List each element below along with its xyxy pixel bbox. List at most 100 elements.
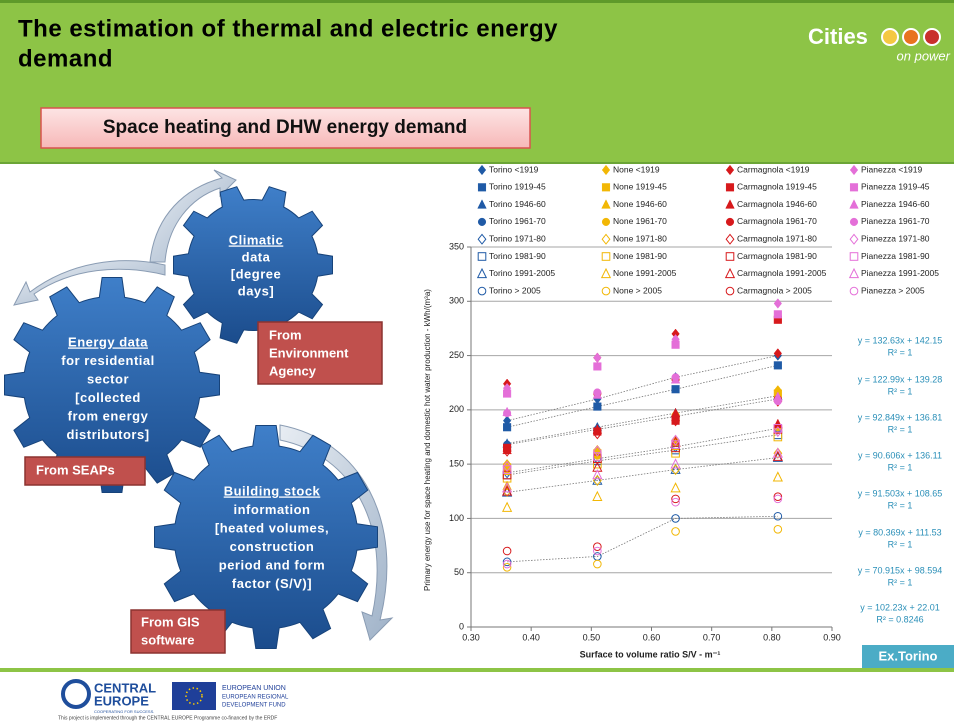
legend-marker (602, 234, 610, 244)
diagram-text: Climatic (229, 232, 284, 247)
point (503, 423, 511, 431)
point (774, 362, 782, 370)
point (672, 373, 680, 381)
point (594, 560, 602, 568)
diagram-text: for residential (61, 353, 154, 368)
legend-label: None 1971-80 (613, 233, 667, 243)
legend-marker (850, 253, 858, 261)
legend-label: Carmagnola 1981-90 (737, 251, 817, 261)
x-tick-label: 0.30 (462, 632, 480, 642)
trend-r2: R² = 1 (888, 539, 913, 549)
legend-marker (726, 218, 734, 226)
legend-marker (850, 234, 858, 244)
point (503, 547, 511, 555)
legend-marker (478, 269, 487, 278)
trend-r2: R² = 0.8246 (876, 614, 923, 624)
diagram-text: [heated volumes, (215, 520, 329, 535)
legend-label: Carmagnola 1971-80 (737, 233, 817, 243)
trendline (507, 399, 778, 445)
legend-label: Torino 1981-90 (489, 251, 546, 261)
legend-label: None <1919 (613, 164, 660, 174)
legend-marker (850, 165, 858, 175)
legend-marker (850, 184, 858, 192)
point (672, 341, 680, 349)
legend-label: Carmagnola <1919 (737, 164, 810, 174)
legend-marker (726, 234, 734, 244)
legend-marker (478, 287, 486, 295)
y-tick-label: 250 (449, 350, 464, 360)
legend-label: None 1919-45 (613, 182, 667, 192)
legend-label: Carmagnola 1946-60 (737, 199, 817, 209)
legend-label: None 1991-2005 (613, 268, 677, 278)
legend-marker (850, 218, 858, 226)
footer-rule (0, 668, 954, 672)
gear (174, 187, 333, 344)
point (672, 498, 680, 506)
diagram-text: [collected (75, 390, 141, 405)
legend-marker (602, 165, 610, 175)
legend-label: Carmagnola 1961-70 (737, 216, 817, 226)
legend-label: Carmagnola 1919-45 (737, 182, 817, 192)
trend-equation: y = 92.849x + 136.81 (858, 412, 943, 422)
trendline (507, 435, 778, 475)
trend-equation: y = 132.63x + 142.15 (858, 335, 943, 345)
point (672, 385, 680, 393)
legend-label: Torino 1971-80 (489, 233, 546, 243)
legend-label: Pianezza 1971-80 (861, 233, 930, 243)
legend-label: Pianezza 1991-2005 (861, 268, 939, 278)
trend-r2: R² = 1 (888, 424, 913, 434)
trendline (507, 356, 778, 421)
gears (5, 187, 378, 649)
point (594, 547, 602, 555)
point (774, 512, 782, 520)
trend-equation: y = 91.503x + 108.65 (858, 488, 943, 498)
point (672, 515, 680, 523)
legend-marker (726, 287, 734, 295)
trend-r2: R² = 1 (888, 500, 913, 510)
source-label: From (269, 327, 302, 342)
trendline (507, 516, 778, 562)
legend-label: Pianezza <1919 (861, 164, 922, 174)
legend-marker (602, 200, 611, 209)
legend-marker (478, 184, 486, 192)
y-tick-label: 300 (449, 296, 464, 306)
legend-marker (478, 234, 486, 244)
legend-label: Torino > 2005 (489, 285, 541, 295)
trendline (507, 396, 778, 444)
header-edge (0, 0, 954, 3)
trend-equation: y = 90.606x + 136.11 (858, 450, 942, 460)
footer-note: This project is implemented through the … (58, 715, 277, 721)
legend-marker (602, 184, 610, 192)
logo-icon (882, 29, 898, 45)
legend-label: None > 2005 (613, 285, 662, 295)
source-label: From GIS (141, 614, 200, 629)
cycle-arrow (14, 261, 165, 305)
diagram-text: days] (238, 283, 274, 298)
source-label: Environment (269, 345, 349, 360)
legend-marker (850, 200, 859, 209)
trend-r2: R² = 1 (888, 462, 913, 472)
x-tick-label: 0.50 (583, 632, 601, 642)
source-label: Agency (269, 363, 317, 378)
footer-programme: EUROPE (94, 693, 149, 708)
x-tick-label: 0.40 (522, 632, 540, 642)
footer-eu: DEVELOPMENT FUND (222, 703, 286, 709)
point (671, 483, 680, 492)
point (594, 389, 602, 397)
legend-label: Torino 1919-45 (489, 182, 546, 192)
x-tick-label: 0.90 (823, 632, 841, 642)
diagram-text: construction (230, 539, 315, 554)
point (594, 353, 602, 363)
legend-label: Pianezza 1919-45 (861, 182, 930, 192)
header-rule (0, 162, 954, 164)
point (503, 409, 511, 417)
trendline (507, 458, 778, 493)
legend-marker (602, 287, 610, 295)
point (594, 363, 602, 371)
subtitle: Space heating and DHW energy demand (103, 117, 467, 138)
diagram-text: period and form (219, 557, 325, 572)
footer-programme-tagline: COOPERATING FOR SUCCESS. (94, 709, 154, 714)
point (503, 503, 512, 512)
y-tick-label: 50 (454, 567, 464, 577)
